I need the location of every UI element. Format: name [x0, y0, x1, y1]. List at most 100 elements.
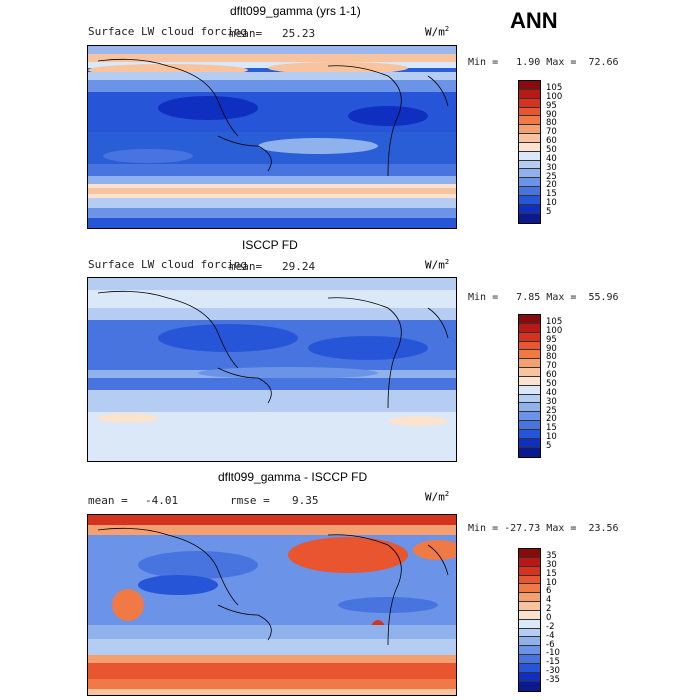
colorbar-tick-label: -4	[546, 630, 555, 641]
colorbar-swatch	[519, 575, 540, 585]
colorbar-tick-label: 5	[546, 440, 552, 451]
panel-3-rmse-value: 9.35	[292, 494, 319, 507]
colorbar-tick-label: 95	[546, 334, 557, 345]
colorbar-tick-label: 95	[546, 100, 557, 111]
panel-1-mean-label: mean=	[229, 27, 263, 40]
panel-2-mean-label: mean=	[229, 260, 263, 273]
panel-1-map	[87, 45, 457, 229]
colorbar-swatch	[519, 447, 540, 457]
panel-1-mean-value: 25.23	[282, 27, 316, 40]
colorbar-swatch	[519, 204, 540, 214]
colorbar-tick-label: -6	[546, 639, 555, 650]
colorbar-tick-label: -30	[546, 666, 560, 677]
panel-2-variable: Surface LW cloud forcing	[88, 258, 247, 271]
colorbar-swatch	[519, 385, 540, 395]
colorbar-tick-label: 70	[546, 127, 557, 138]
panel-3-colorbar	[518, 548, 541, 692]
panel-3-minmax: Min = -27.73 Max = 23.56	[468, 523, 619, 534]
colorbar-swatch	[519, 403, 540, 413]
panel-2-colorbar	[518, 314, 541, 458]
panel-2-map	[87, 277, 457, 462]
colorbar-swatch	[519, 421, 540, 430]
colorbar-tick-label: 105	[546, 83, 563, 93]
colorbar-swatch	[519, 672, 540, 682]
panel-3-mean-label: mean =	[88, 494, 128, 507]
colorbar-swatch	[519, 549, 540, 558]
colorbar-swatch	[519, 628, 540, 638]
colorbar-tick-label: -10	[546, 648, 560, 659]
colorbar-swatch	[519, 341, 540, 351]
panel-3-map	[87, 514, 457, 696]
colorbar-tick-label: 0	[546, 612, 552, 623]
panel-1-unit: W/m2	[425, 25, 450, 39]
colorbar-swatch	[519, 637, 540, 647]
colorbar-swatch	[519, 107, 540, 117]
colorbar-tick-label: 2	[546, 604, 552, 615]
colorbar-tick-label: 40	[546, 153, 557, 164]
colorbar-swatch	[519, 151, 540, 161]
colorbar-tick-label: 10	[546, 577, 557, 588]
colorbar-swatch	[519, 602, 540, 611]
panel-1-colorbar	[518, 80, 541, 224]
colorbar-swatch	[519, 681, 540, 691]
colorbar-tick-label: 60	[546, 370, 557, 381]
colorbar-swatch	[519, 332, 540, 342]
colorbar-swatch	[519, 646, 540, 656]
colorbar-tick-label: 50	[546, 378, 557, 389]
panel-2-title: ISCCP FD	[242, 238, 298, 252]
colorbar-tick-label: 15	[546, 189, 557, 200]
colorbar-swatch	[519, 81, 540, 90]
colorbar-swatch	[519, 142, 540, 152]
colorbar-swatch	[519, 134, 540, 143]
colorbar-tick-label: 30	[546, 162, 557, 173]
colorbar-swatch	[519, 315, 540, 324]
colorbar-swatch	[519, 412, 540, 422]
colorbar-tick-label: 90	[546, 109, 557, 120]
colorbar-swatch	[519, 619, 540, 629]
colorbar-swatch	[519, 323, 540, 333]
colorbar-tick-label: 4	[546, 595, 552, 606]
colorbar-swatch	[519, 89, 540, 99]
colorbar-tick-label: 100	[546, 325, 563, 336]
colorbar-tick-label: 80	[546, 352, 557, 363]
colorbar-tick-label: -2	[546, 621, 555, 632]
colorbar-swatch	[519, 566, 540, 576]
colorbar-tick-label: 20	[546, 180, 557, 191]
colorbar-tick-label: 5	[546, 206, 552, 217]
panel-2-unit: W/m2	[425, 258, 450, 272]
colorbar-tick-label: -35	[546, 674, 560, 685]
colorbar-swatch	[519, 195, 540, 205]
colorbar-swatch	[519, 610, 540, 620]
colorbar-swatch	[519, 655, 540, 664]
colorbar-tick-label: 30	[546, 396, 557, 407]
colorbar-tick-label: -15	[546, 657, 560, 668]
colorbar-tick-label: 105	[546, 317, 563, 327]
colorbar-swatch	[519, 557, 540, 567]
colorbar-swatch	[519, 350, 540, 360]
colorbar-swatch	[519, 663, 540, 673]
colorbar-tick-label: 80	[546, 118, 557, 129]
colorbar-swatch	[519, 584, 540, 594]
colorbar-tick-label: 10	[546, 432, 557, 443]
season-label: ANN	[510, 8, 558, 33]
colorbar-tick-label: 35	[546, 551, 557, 561]
colorbar-tick-label: 90	[546, 343, 557, 354]
colorbar-swatch	[519, 438, 540, 448]
panel-3-title: dflt099_gamma - ISCCP FD	[218, 470, 368, 484]
colorbar-tick-label: 70	[546, 361, 557, 372]
colorbar-swatch	[519, 429, 540, 439]
colorbar-tick-label: 6	[546, 586, 552, 597]
colorbar-tick-label: 20	[546, 414, 557, 425]
colorbar-swatch	[519, 187, 540, 196]
colorbar-swatch	[519, 125, 540, 135]
colorbar-swatch	[519, 376, 540, 386]
colorbar-tick-label: 50	[546, 144, 557, 155]
colorbar-swatch	[519, 160, 540, 170]
colorbar-tick-label: 100	[546, 91, 563, 102]
colorbar-swatch	[519, 359, 540, 369]
panel-1-minmax: Min = 1.90 Max = 72.66	[468, 57, 619, 68]
panel-2-minmax: Min = 7.85 Max = 55.96	[468, 292, 619, 303]
colorbar-tick-label: 15	[546, 423, 557, 434]
colorbar-swatch	[519, 116, 540, 126]
panel-2-mean-value: 29.24	[282, 260, 316, 273]
